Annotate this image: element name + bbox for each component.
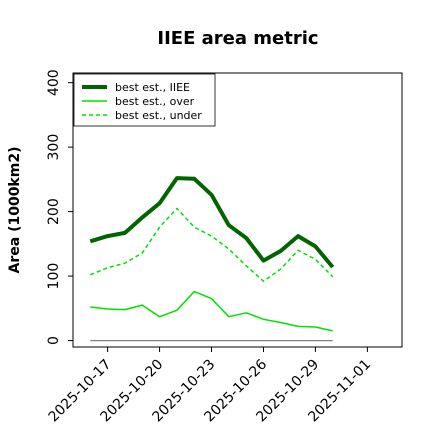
legend-entry: best est., IIEE: [115, 81, 190, 94]
chart-title: IIEE area metric: [157, 28, 318, 49]
y-tick-label: 0: [46, 336, 62, 345]
y-tick-label: 100: [46, 263, 62, 290]
legend-entry: best est., under: [115, 109, 202, 122]
y-tick-label: 400: [46, 69, 62, 96]
series-line-0: [89, 176, 335, 269]
series-line-2: [90, 207, 334, 282]
series-line-1: [90, 290, 333, 332]
axes-frame: [72, 72, 403, 348]
y-tick-label: 300: [46, 134, 62, 161]
legend-entry: best est., over: [115, 95, 195, 108]
y-tick-label: 200: [46, 198, 62, 225]
legend-box: [73, 73, 216, 127]
y-axis-label: Area (1000km2): [7, 147, 23, 274]
